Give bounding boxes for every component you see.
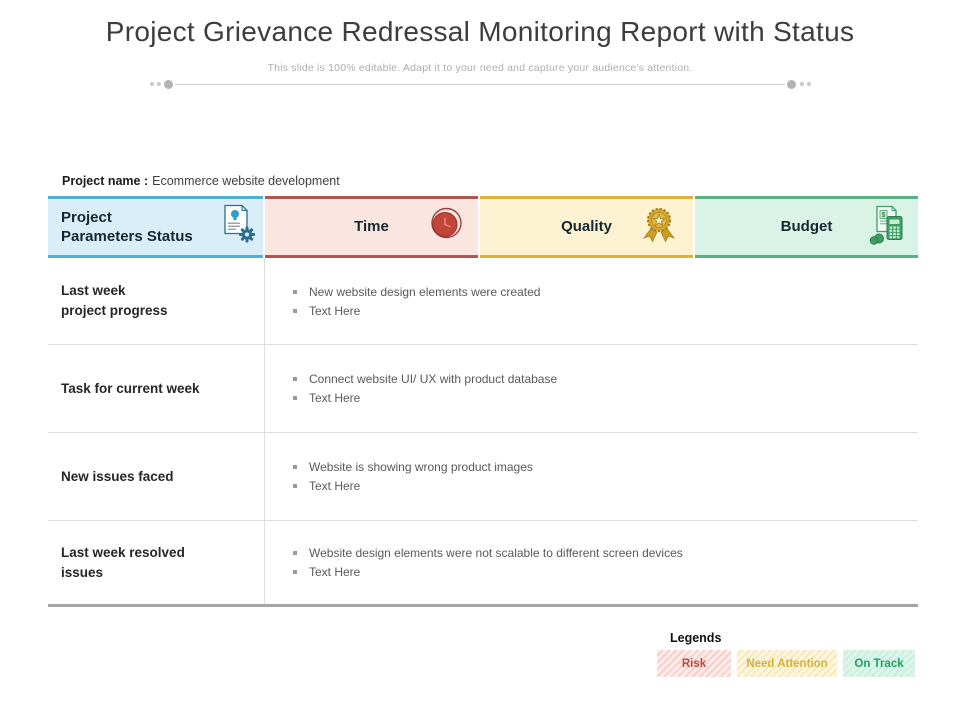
header-cell-quality: Quality [480,196,693,258]
header-cell-project-parameters: Project Parameters Status [48,196,263,258]
header-label: Time [354,217,389,237]
project-name-value: Ecommerce website development [152,174,340,188]
dot-icon [164,80,173,89]
row-label: Last week resolved issues [48,521,265,604]
table-row: Last week resolved issues Website design… [48,521,918,604]
table-body: Last week project progress New website d… [48,258,918,607]
bullet-item: Website design elements were not scalabl… [293,546,918,560]
medal-icon [639,205,679,250]
bullet-item: Text Here [293,391,918,405]
legends-title: Legends [670,631,721,645]
bullet-item: Text Here [293,479,918,493]
bullet-icon [293,484,297,488]
document-idea-gear-icon [220,204,256,251]
legend-chip-on-track: On Track [843,650,915,677]
row-bullets: Website is showing wrong product images … [265,433,918,520]
bullet-text: Website design elements were not scalabl… [309,546,683,560]
table-row: Last week project progress New website d… [48,258,918,345]
divider-line [175,84,785,85]
legend-chips: Risk Need Attention On Track [657,650,915,677]
header-cell-time: Time [265,196,478,258]
bullet-text: Connect website UI/ UX with product data… [309,372,557,386]
bullet-icon [293,290,297,294]
divider-ornament [148,78,812,90]
dot-icon [800,82,804,86]
header-cell-budget: Budget $ [695,196,918,258]
bullet-text: New website design elements were created [309,285,540,299]
bullet-icon [293,377,297,381]
legend-chip-need-attention: Need Attention [737,650,837,677]
table-row: New issues faced Website is showing wron… [48,433,918,521]
status-table: Project Parameters Status [48,196,918,607]
header-label: Quality [561,217,612,237]
bullet-item: Text Here [293,304,918,318]
dot-icon [157,82,161,86]
bullet-item: Text Here [293,565,918,579]
bullet-item: Website is showing wrong product images [293,460,918,474]
bullet-text: Website is showing wrong product images [309,460,533,474]
bullet-icon [293,570,297,574]
clock-icon [428,207,464,248]
row-label: Last week project progress [48,258,265,344]
dot-icon [807,82,811,86]
page-title: Project Grievance Redressal Monitoring R… [0,16,960,48]
table-header-row: Project Parameters Status [48,196,918,258]
bullet-icon [293,396,297,400]
budget-calculator-icon: $ [866,204,906,251]
row-label: New issues faced [48,433,265,520]
dot-icon [150,82,154,86]
bullet-item: Connect website UI/ UX with product data… [293,372,918,386]
header-label: Budget [781,217,833,237]
bullet-item: New website design elements were created [293,285,918,299]
table-row: Task for current week Connect website UI… [48,345,918,433]
bullet-icon [293,551,297,555]
legend-chip-risk: Risk [657,650,731,677]
bullet-text: Text Here [309,391,360,405]
project-name: Project name : Ecommerce website developm… [62,174,340,188]
project-name-label: Project name : [62,174,148,188]
slide-subtitle: This slide is 100% editable. Adapt it to… [0,62,960,74]
row-bullets: Connect website UI/ UX with product data… [265,345,918,432]
row-label: Task for current week [48,345,265,432]
header-label: Project Parameters Status [61,208,193,247]
bullet-text: Text Here [309,304,360,318]
slide: Project Grievance Redressal Monitoring R… [0,0,960,720]
bullet-icon [293,309,297,313]
bullet-text: Text Here [309,565,360,579]
svg-text:$: $ [882,212,886,219]
dot-icon [787,80,796,89]
bullet-icon [293,465,297,469]
row-bullets: New website design elements were created… [265,258,918,344]
bullet-text: Text Here [309,479,360,493]
row-bullets: Website design elements were not scalabl… [265,521,918,604]
